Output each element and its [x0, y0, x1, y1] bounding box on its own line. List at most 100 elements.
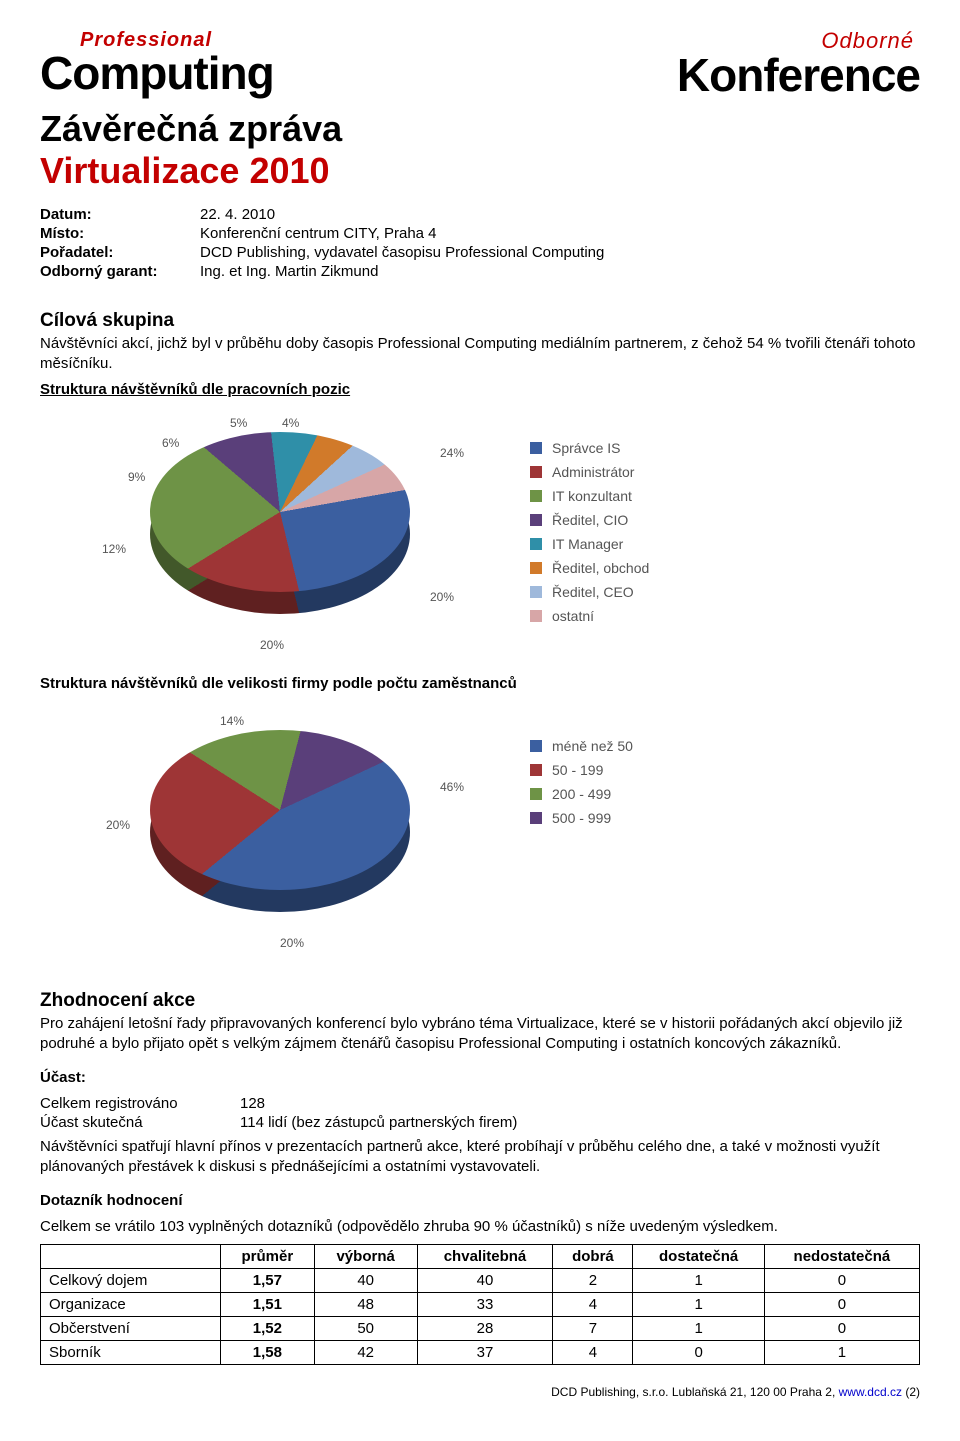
body-zhodnoceni: Pro zahájení letošní řady připravovaných…: [40, 1014, 920, 1055]
table-header: dobrá: [553, 1244, 633, 1268]
logo-left-bottom: Computing: [40, 50, 274, 96]
pie-wrap: 24%20%20%12%9%6%5%4%: [100, 412, 460, 652]
pct-label: 14%: [220, 714, 244, 728]
pie-top: [150, 730, 410, 890]
pct-label: 12%: [102, 542, 126, 556]
ucast-label: Účast skutečná: [40, 1114, 240, 1131]
meta-value: DCD Publishing, vydavatel časopisu Profe…: [200, 244, 920, 261]
table-cell: 4: [553, 1340, 633, 1364]
ucast-row: Účast skutečná114 lidí (bez zástupců par…: [40, 1114, 920, 1131]
pct-label: 6%: [162, 436, 179, 450]
pct-label: 20%: [106, 818, 130, 832]
legend-item: méně než 50: [530, 738, 633, 754]
footer: DCD Publishing, s.r.o. Lublaňská 21, 120…: [40, 1385, 920, 1399]
table-cell: Občerstvení: [41, 1316, 221, 1340]
table-cell: Celkový dojem: [41, 1268, 221, 1292]
footer-page: (2): [902, 1385, 920, 1399]
table-cell: 1,57: [221, 1268, 315, 1292]
meta-label: Odborný garant:: [40, 263, 200, 280]
body-cilova-skupina: Návštěvníci akcí, jichž byl v průběhu do…: [40, 334, 920, 375]
table-header: [41, 1244, 221, 1268]
table-cell: 4: [553, 1292, 633, 1316]
meta-row: Pořadatel:DCD Publishing, vydavatel časo…: [40, 244, 920, 261]
pct-label: 20%: [260, 638, 284, 652]
meta-row: Odborný garant:Ing. et Ing. Martin Zikmu…: [40, 263, 920, 280]
legend-swatch: [530, 610, 542, 622]
table-cell: 1,52: [221, 1316, 315, 1340]
legend-item: 500 - 999: [530, 810, 633, 826]
meta-value: 22. 4. 2010: [200, 206, 920, 223]
table-cell: Organizace: [41, 1292, 221, 1316]
legend-swatch: [530, 586, 542, 598]
pct-label: 20%: [430, 590, 454, 604]
table-cell: 40: [417, 1268, 553, 1292]
table-row: Celkový dojem1,574040210: [41, 1268, 920, 1292]
pie: [150, 730, 410, 890]
ucast-value: 114 lidí (bez zástupců partnerských fire…: [240, 1114, 920, 1131]
legend-swatch: [530, 764, 542, 776]
footer-link[interactable]: www.dcd.cz: [839, 1385, 902, 1399]
ucast-row: Celkem registrováno128: [40, 1095, 920, 1112]
table-cell: 1: [764, 1340, 919, 1364]
chart1-pie: 24% 20% 20% 12% 9% 6% 5% 4% Správce IS Administrá…: [40, 402, 920, 662]
body-ucast: Návštěvníci spatřují hlavní přínos v pre…: [40, 1137, 920, 1178]
legend-item: Administrátor: [530, 464, 649, 480]
table-header: průměr: [221, 1244, 315, 1268]
legend-label: IT Manager: [552, 536, 623, 552]
legend-label: ostatní: [552, 608, 594, 624]
table-header: chvalitebná: [417, 1244, 553, 1268]
evaluation-table: průměrvýbornáchvalitebnádobrádostatečnán…: [40, 1244, 920, 1365]
pct-label: 5%: [230, 416, 247, 430]
legend: méně než 5050 - 199200 - 499500 - 999: [530, 730, 633, 834]
body-dotaznik: Celkem se vrátilo 103 vyplněných dotazní…: [40, 1217, 920, 1237]
chart2-title: Struktura návštěvníků dle velikosti firm…: [40, 674, 920, 694]
legend-item: IT konzultant: [530, 488, 649, 504]
legend-label: 50 - 199: [552, 762, 603, 778]
heading-zhodnoceni: Zhodnocení akce: [40, 990, 920, 1012]
legend-item: IT Manager: [530, 536, 649, 552]
ucast-rows: Celkem registrováno128 Účast skutečná114 …: [40, 1095, 920, 1131]
table-cell: 0: [764, 1268, 919, 1292]
pie-top: [150, 432, 410, 592]
pie: [150, 432, 410, 592]
legend-label: Ředitel, obchod: [552, 560, 649, 576]
meta-row: Datum:22. 4. 2010: [40, 206, 920, 223]
table-row: Občerstvení1,525028710: [41, 1316, 920, 1340]
heading-ucast: Účast:: [40, 1068, 920, 1088]
legend-swatch: [530, 514, 542, 526]
table-cell: 50: [314, 1316, 417, 1340]
legend-label: méně než 50: [552, 738, 633, 754]
legend-swatch: [530, 442, 542, 454]
table-cell: 1,58: [221, 1340, 315, 1364]
legend-label: 500 - 999: [552, 810, 611, 826]
legend-swatch: [530, 740, 542, 752]
table-header: dostatečná: [633, 1244, 764, 1268]
meta-label: Místo:: [40, 225, 200, 242]
table-cell: 33: [417, 1292, 553, 1316]
table-cell: 7: [553, 1316, 633, 1340]
legend-item: Ředitel, CIO: [530, 512, 649, 528]
pct-label: 20%: [280, 936, 304, 950]
table-cell: 28: [417, 1316, 553, 1340]
heading-dotaznik: Dotazník hodnocení: [40, 1191, 920, 1211]
page-subtitle: Virtualizace 2010: [40, 150, 920, 192]
legend: Správce IS Administrátor IT konzultant Ředi…: [530, 432, 649, 632]
legend-label: Administrátor: [552, 464, 634, 480]
pct-label: 4%: [282, 416, 299, 430]
pct-label: 46%: [440, 780, 464, 794]
table-cell: 0: [764, 1292, 919, 1316]
ucast-value: 128: [240, 1095, 920, 1112]
legend-swatch: [530, 466, 542, 478]
pct-label: 24%: [440, 446, 464, 460]
legend-label: Správce IS: [552, 440, 620, 456]
legend-item: 50 - 199: [530, 762, 633, 778]
heading-cilova-skupina: Cílová skupina: [40, 310, 920, 332]
legend-label: Ředitel, CIO: [552, 512, 628, 528]
meta-label: Pořadatel:: [40, 244, 200, 261]
table-header: nedostatečná: [764, 1244, 919, 1268]
table-cell: 1: [633, 1292, 764, 1316]
table-row: Organizace1,514833410: [41, 1292, 920, 1316]
table-cell: 37: [417, 1340, 553, 1364]
pct-label: 9%: [128, 470, 145, 484]
table-cell: Sborník: [41, 1340, 221, 1364]
